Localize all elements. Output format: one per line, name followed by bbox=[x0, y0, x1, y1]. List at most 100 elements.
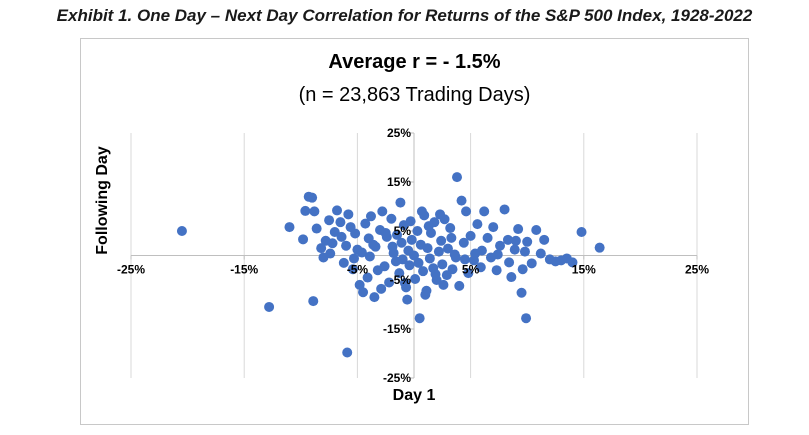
x-axis-title: Day 1 bbox=[393, 387, 436, 404]
data-point bbox=[387, 241, 398, 252]
data-point bbox=[284, 222, 295, 233]
data-point bbox=[576, 226, 587, 237]
data-point bbox=[368, 239, 379, 250]
x-tick-label: -15% bbox=[230, 263, 258, 277]
data-point bbox=[349, 253, 360, 264]
data-point bbox=[567, 257, 578, 268]
data-point bbox=[298, 234, 309, 245]
data-point bbox=[463, 268, 474, 279]
data-point bbox=[404, 260, 415, 271]
data-point bbox=[502, 234, 513, 245]
data-point bbox=[311, 223, 322, 234]
data-point bbox=[350, 228, 361, 239]
x-tick-label: 25% bbox=[685, 263, 709, 277]
data-point bbox=[442, 243, 453, 254]
data-point bbox=[327, 238, 338, 249]
data-point bbox=[531, 225, 542, 236]
chart-subtitle: (n = 23,863 Trading Days) bbox=[298, 84, 531, 106]
data-point bbox=[365, 211, 376, 222]
data-point bbox=[499, 204, 510, 215]
y-tick-label: -15% bbox=[383, 322, 411, 336]
data-point bbox=[513, 224, 524, 235]
data-point bbox=[405, 216, 416, 227]
chart-title: Average r = - 1.5% bbox=[328, 51, 501, 73]
data-point bbox=[510, 235, 521, 246]
data-point bbox=[399, 277, 410, 288]
data-point bbox=[526, 258, 537, 269]
data-point bbox=[479, 206, 490, 217]
data-point bbox=[435, 209, 446, 220]
data-point bbox=[360, 218, 371, 229]
data-point bbox=[318, 252, 329, 263]
data-point bbox=[433, 246, 444, 257]
data-point bbox=[517, 264, 528, 275]
data-point bbox=[413, 257, 424, 268]
data-point bbox=[410, 274, 421, 285]
data-point bbox=[438, 279, 449, 290]
data-point bbox=[422, 243, 433, 254]
data-point bbox=[341, 240, 352, 251]
data-point bbox=[394, 268, 405, 279]
data-point bbox=[472, 219, 483, 230]
data-point bbox=[456, 195, 467, 206]
data-point bbox=[392, 229, 403, 240]
data-point bbox=[519, 246, 530, 257]
data-point bbox=[445, 223, 456, 234]
data-point bbox=[436, 235, 447, 246]
data-point bbox=[461, 206, 472, 217]
data-point bbox=[459, 254, 470, 265]
data-point bbox=[362, 272, 373, 283]
data-point bbox=[521, 313, 532, 324]
data-point bbox=[395, 197, 406, 208]
data-point bbox=[418, 266, 429, 277]
data-point bbox=[492, 249, 503, 260]
data-point bbox=[332, 205, 343, 216]
data-point bbox=[423, 221, 434, 232]
data-point bbox=[412, 226, 423, 236]
x-tick-label: 5% bbox=[462, 263, 480, 277]
y-tick-label: -5% bbox=[390, 273, 412, 287]
data-point bbox=[430, 269, 441, 280]
data-point bbox=[358, 287, 369, 298]
data-point bbox=[264, 301, 275, 312]
x-tick-label: 15% bbox=[572, 263, 596, 277]
data-point bbox=[506, 272, 517, 283]
data-point bbox=[380, 227, 391, 238]
y-tick-label: 5% bbox=[394, 224, 412, 238]
x-tick-label: -25% bbox=[117, 263, 145, 277]
data-point bbox=[307, 192, 318, 203]
data-point bbox=[535, 248, 546, 259]
data-point bbox=[424, 253, 435, 264]
data-point bbox=[482, 232, 493, 243]
data-point bbox=[338, 257, 349, 268]
x-tick-label: -5% bbox=[347, 263, 369, 277]
data-point bbox=[386, 213, 397, 224]
data-point bbox=[454, 280, 465, 291]
data-point bbox=[437, 259, 448, 270]
data-point bbox=[416, 206, 427, 217]
data-point bbox=[475, 262, 486, 273]
data-point bbox=[488, 222, 499, 233]
data-point bbox=[509, 244, 520, 255]
y-tick-label: 25% bbox=[387, 126, 411, 140]
data-point bbox=[504, 257, 515, 268]
data-point bbox=[414, 313, 425, 324]
data-point bbox=[465, 230, 476, 241]
data-point bbox=[539, 234, 550, 245]
data-point bbox=[516, 287, 527, 298]
data-point bbox=[594, 242, 605, 253]
data-point bbox=[379, 261, 390, 272]
data-point bbox=[397, 254, 408, 265]
data-point bbox=[335, 217, 346, 228]
data-point bbox=[369, 292, 380, 303]
y-tick-label: 15% bbox=[387, 175, 411, 189]
data-point bbox=[384, 277, 395, 288]
data-point bbox=[406, 234, 417, 245]
y-tick-label: -25% bbox=[383, 371, 411, 385]
data-point bbox=[458, 237, 469, 248]
exhibit-title: Exhibit 1. One Day – Next Day Correlatio… bbox=[56, 6, 753, 25]
data-point bbox=[364, 251, 375, 262]
data-point bbox=[420, 289, 431, 300]
data-point bbox=[309, 206, 320, 217]
